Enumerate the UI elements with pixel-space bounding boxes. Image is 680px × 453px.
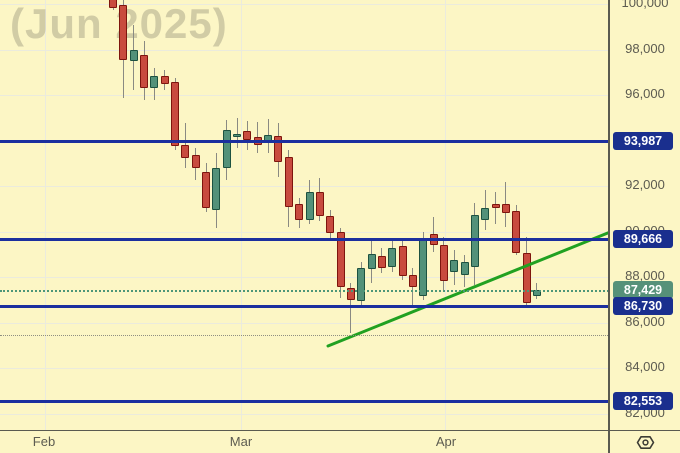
price-badge-86730: 86,730 <box>613 297 673 316</box>
dotted-level-line[interactable] <box>0 334 608 336</box>
candle-body <box>357 267 366 301</box>
h-gridline <box>0 368 608 370</box>
candle-body <box>264 135 273 144</box>
candle-body <box>274 136 283 162</box>
candle-wick <box>495 192 497 225</box>
candle-body <box>129 50 138 61</box>
candle-body <box>439 245 448 281</box>
candle-body <box>222 130 231 169</box>
h-gridline <box>0 322 608 324</box>
price-axis[interactable]: 100,00098,00096,00092,00090,00088,00086,… <box>608 0 680 430</box>
candle-body <box>202 172 211 208</box>
price-level-line[interactable] <box>0 304 608 308</box>
price-tick-label: 96,000 <box>625 86 665 102</box>
candle-body <box>346 288 355 301</box>
h-gridline <box>0 277 608 279</box>
candle-body <box>367 254 376 270</box>
trend-line-layer <box>326 231 608 348</box>
contract-watermark: (Jun 2025) <box>10 0 228 47</box>
candle-body <box>119 5 128 61</box>
price-tick-label: 84,000 <box>625 359 665 375</box>
candle-body <box>140 55 148 88</box>
ascending-trend-line[interactable] <box>326 231 608 348</box>
candle-body <box>160 76 169 84</box>
candle-body <box>233 134 242 137</box>
h-gridline <box>0 186 608 188</box>
candle-body <box>501 204 510 213</box>
price-tick-label: 88,000 <box>625 268 665 284</box>
price-scale-settings-icon[interactable] <box>636 435 655 450</box>
candle-body <box>388 247 397 267</box>
candle-wick <box>412 267 414 307</box>
price-level-line[interactable] <box>0 399 608 403</box>
price-tick-label: 92,000 <box>625 177 665 193</box>
time-tick-feb: Feb <box>32 434 56 449</box>
candle-wick <box>350 283 352 333</box>
candle-body <box>336 232 345 288</box>
candle-body <box>450 260 459 273</box>
price-badge-87429: 87,429 <box>613 281 673 300</box>
candle-body <box>491 204 500 208</box>
axis-settings-corner <box>608 430 680 453</box>
candle-body <box>481 207 490 220</box>
chart-plot-area[interactable]: (Jun 2025) <box>0 0 608 430</box>
candle-body <box>243 131 252 141</box>
candle-body <box>522 252 531 303</box>
time-axis[interactable]: Feb Mar Apr <box>0 430 608 453</box>
time-tick-mar: Mar <box>229 434 253 449</box>
candle-body <box>512 211 521 253</box>
candle-body <box>295 204 304 220</box>
candle-body <box>284 156 293 207</box>
h-gridline <box>0 231 608 233</box>
v-gridline <box>241 0 242 430</box>
candle-body <box>408 275 417 288</box>
price-tick-label: 100,000 <box>621 0 669 11</box>
h-gridline <box>0 95 608 97</box>
time-tick-apr: Apr <box>435 434 457 449</box>
candle-body <box>212 168 221 210</box>
candle-wick <box>236 118 238 148</box>
h-gridline <box>0 49 608 51</box>
candle-body <box>460 262 469 275</box>
price-badge-89666: 89,666 <box>613 230 673 249</box>
candle-body <box>191 154 200 169</box>
candle-body <box>326 216 335 233</box>
v-gridline <box>445 0 446 430</box>
price-level-line[interactable] <box>0 237 608 241</box>
candle-body <box>398 245 407 276</box>
price-badge-93987: 93,987 <box>613 132 673 151</box>
candle-body <box>305 192 314 220</box>
price-tick-label: 86,000 <box>625 313 665 329</box>
last-price-line[interactable] <box>0 289 608 292</box>
candle-body <box>315 192 324 217</box>
h-gridline <box>0 4 608 6</box>
candle-body <box>470 214 479 267</box>
price-level-line[interactable] <box>0 139 608 143</box>
candle-body <box>171 82 179 146</box>
candle-body <box>109 0 117 8</box>
candle-body <box>150 76 159 89</box>
candle-body <box>181 145 190 159</box>
price-badge-82553: 82,553 <box>613 392 673 411</box>
h-gridline <box>0 413 608 415</box>
v-gridline <box>45 0 46 430</box>
price-tick-label: 98,000 <box>625 40 665 56</box>
candle-body <box>377 256 386 268</box>
